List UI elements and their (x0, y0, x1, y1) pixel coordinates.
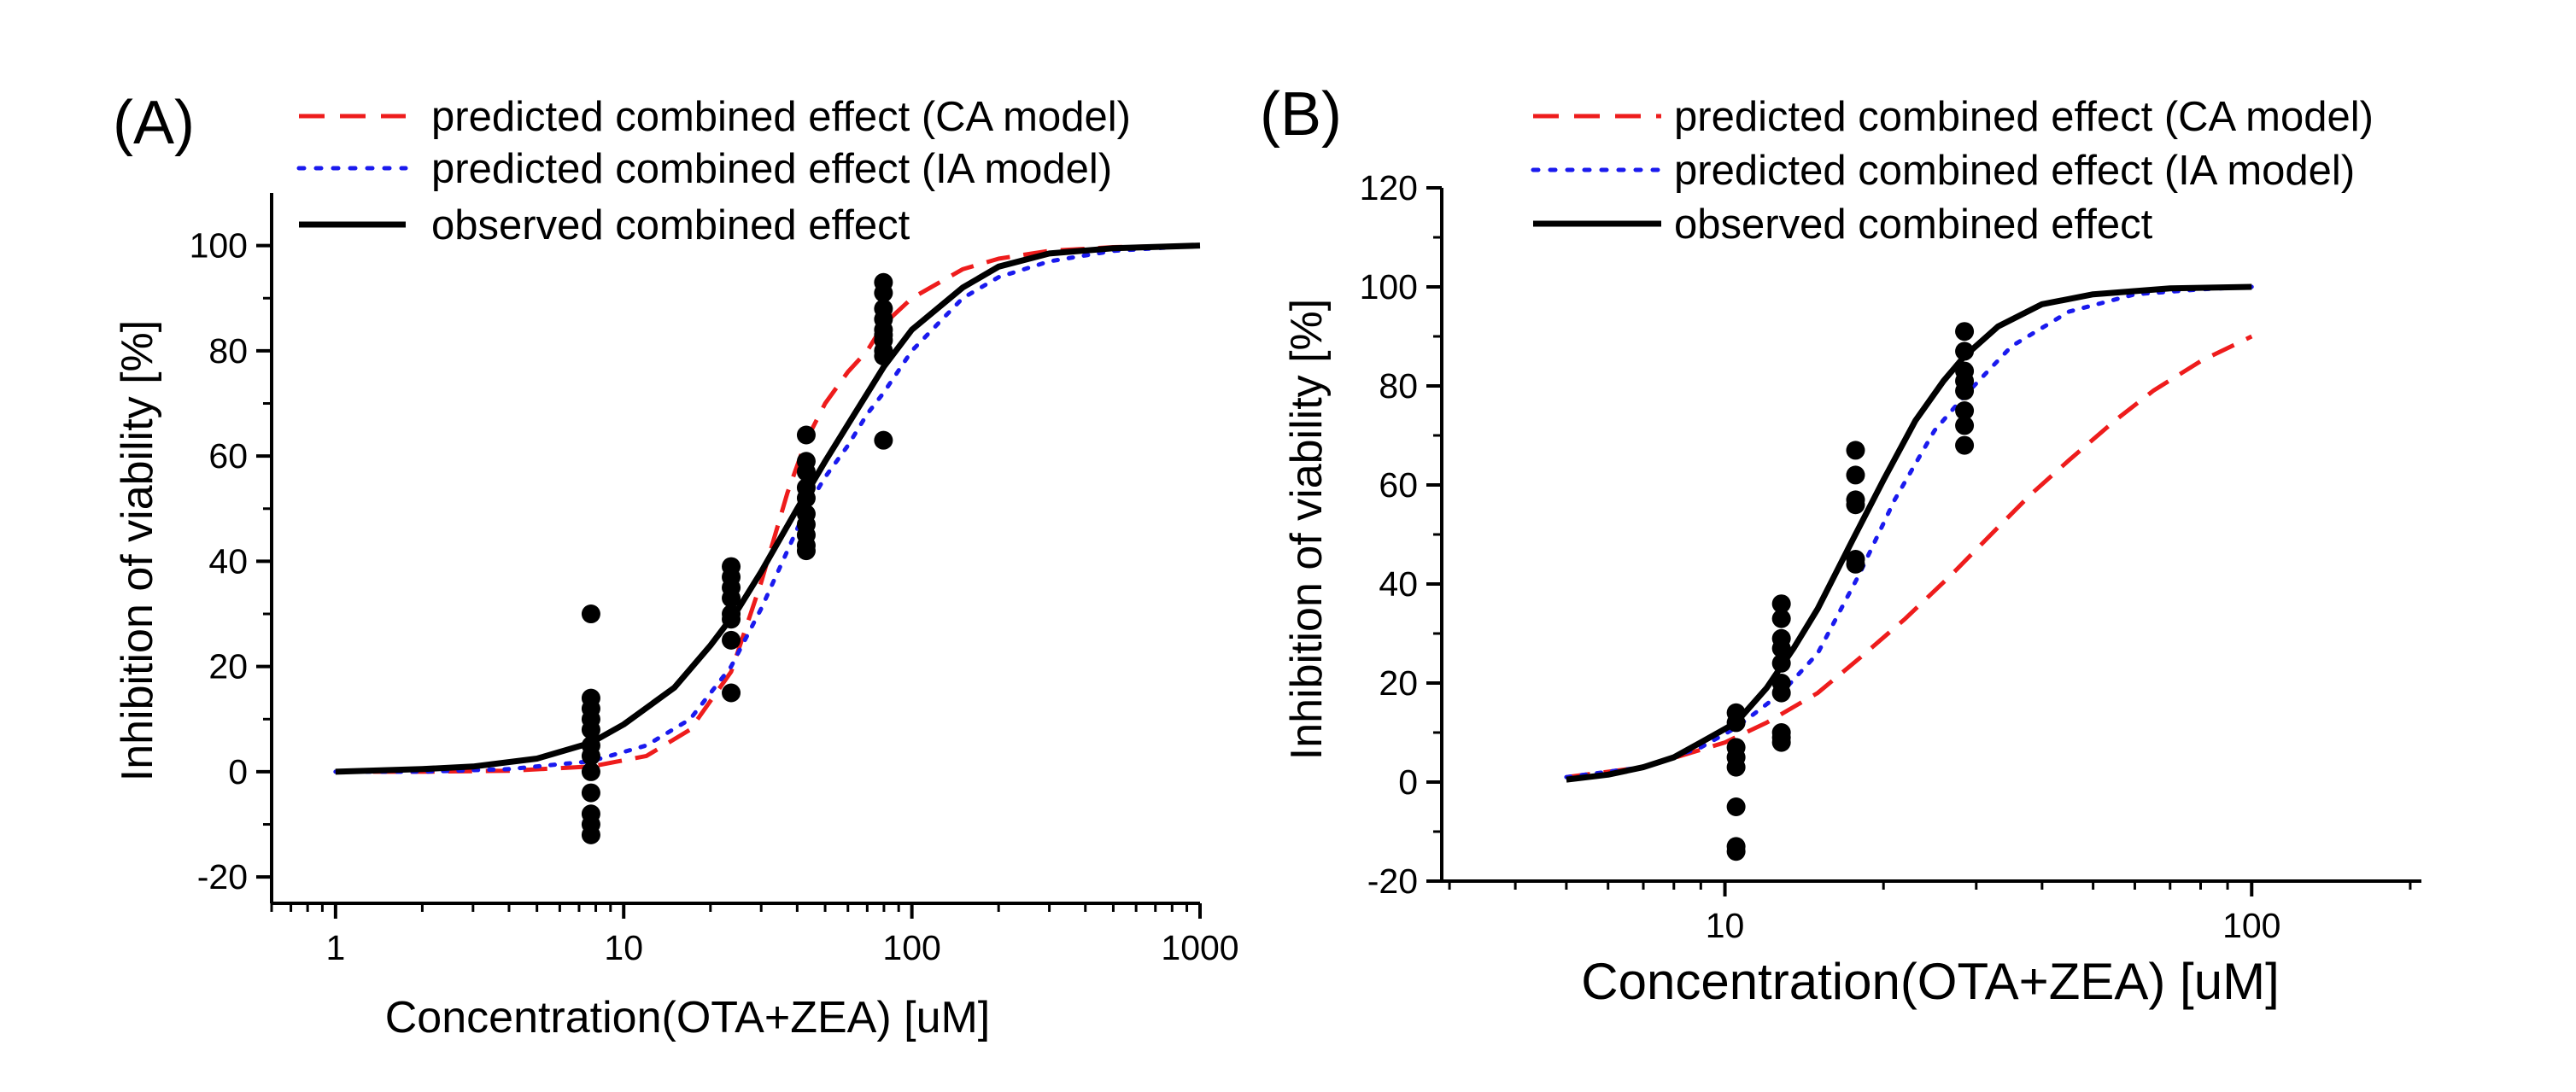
y-tick-label: -20 (1367, 861, 1418, 901)
data-point (581, 720, 600, 739)
data-point (1955, 435, 1975, 455)
y-tick-label: 20 (1379, 663, 1418, 703)
data-point (1771, 594, 1791, 614)
y-tick-label: 80 (1379, 366, 1418, 406)
data-point (874, 430, 893, 450)
data-point (1726, 713, 1746, 733)
legend-b-ia-label: predicted combined effect (IA model) (1674, 148, 2355, 194)
legend-b-ca-label: predicted combined effect (CA model) (1674, 94, 2374, 140)
data-point (1846, 465, 1865, 485)
x-axis-label-b: Concentration(OTA+ZEA) [uM] (1581, 953, 2280, 1010)
data-point (1726, 757, 1746, 777)
plot-area-b (1564, 283, 2254, 861)
y-tick-label: -20 (197, 857, 248, 896)
panel-label-b: (B) (1260, 80, 1342, 149)
data-point (796, 462, 816, 482)
data-point (581, 746, 600, 766)
y-tick-label: 0 (1398, 762, 1418, 802)
data-point (1771, 639, 1791, 658)
data-point (1726, 842, 1746, 861)
y-ticks-b: -20 0 20 40 60 80 100 120 (1360, 168, 1442, 901)
x-tick-label: 100 (2222, 906, 2280, 945)
x-tick-label: 1 (325, 928, 345, 967)
y-tick-label: 80 (208, 331, 248, 371)
legend-a: predicted combined effect (CA model) pre… (296, 94, 1131, 248)
data-point (874, 347, 893, 366)
series-line-ia (333, 243, 1203, 774)
series-line-obs (1566, 283, 2252, 783)
data-point (796, 488, 816, 508)
legend-a-ia-label: predicted combined effect (IA model) (431, 146, 1112, 192)
y-tick-label: 0 (228, 752, 248, 791)
data-point (796, 541, 816, 561)
data-point (874, 283, 893, 303)
data-point (1726, 797, 1746, 816)
data-point (581, 825, 600, 844)
legend-b-obs-label: observed combined effect (1674, 201, 2153, 248)
data-point (1955, 342, 1975, 361)
data-point (796, 425, 816, 445)
x-axis-label-a: Concentration(OTA+ZEA) [uM] (385, 993, 991, 1042)
x-ticks-a: 1 10 100 1000 (270, 903, 1239, 967)
panel-a: (A) predicted combined effect (CA model)… (113, 89, 1239, 1042)
series-line-ia (1564, 284, 2254, 780)
data-point (581, 783, 600, 803)
x-tick-label: 100 (882, 928, 940, 967)
x-ticks-b: 10 100 (1448, 881, 2412, 945)
data-point (1846, 554, 1865, 574)
data-point (1846, 441, 1865, 460)
data-point (1771, 609, 1791, 628)
data-point (1955, 416, 1975, 435)
data-point (581, 762, 600, 781)
data-point (581, 604, 600, 624)
series-line-ca (1566, 334, 2253, 780)
y-tick-label: 40 (208, 541, 248, 581)
data-point (722, 588, 741, 608)
series-line-obs (335, 242, 1201, 775)
panel-b: (B) predicted combined effect (CA model)… (1260, 80, 2421, 1010)
legend-b: predicted combined effect (CA model) pre… (1531, 94, 2374, 248)
y-tick-label: 60 (208, 436, 248, 476)
data-point (1771, 653, 1791, 673)
data-point (1955, 401, 1975, 420)
data-point (1771, 733, 1791, 752)
data-point (1955, 381, 1975, 400)
x-tick-label: 10 (604, 928, 643, 967)
y-tick-label: 40 (1379, 564, 1418, 604)
y-axis-label-a: Inhibition of viability [%] (113, 320, 162, 782)
plot-area-a (333, 242, 1203, 844)
panel-label-a: (A) (113, 89, 195, 157)
legend-a-ca-label: predicted combined effect (CA model) (431, 94, 1131, 140)
legend-a-obs-label: observed combined effect (431, 202, 910, 248)
data-point (1955, 322, 1975, 342)
y-tick-label: 120 (1360, 168, 1418, 207)
data-point (722, 610, 741, 629)
y-tick-label: 100 (190, 226, 248, 266)
data-point (722, 630, 741, 650)
y-tick-label: 100 (1360, 267, 1418, 307)
data-point (1846, 495, 1865, 515)
y-tick-label: 60 (1379, 465, 1418, 505)
y-axis-label-b: Inhibition of viability [%] (1282, 299, 1332, 761)
data-point (722, 683, 741, 703)
y-ticks-a: -20 0 20 40 60 80 100 (190, 226, 272, 896)
series-line-ca (335, 243, 1201, 774)
x-tick-label: 10 (1706, 906, 1745, 945)
x-tick-label: 1000 (1161, 928, 1238, 967)
y-tick-label: 20 (208, 647, 248, 686)
data-point (1771, 683, 1791, 703)
